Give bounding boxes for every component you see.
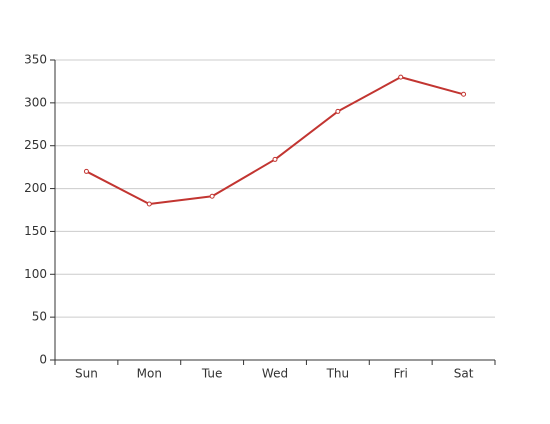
x-tick-label: Sat <box>454 367 474 381</box>
x-tick-label: Mon <box>137 367 162 381</box>
y-tick-label: 200 <box>24 181 47 195</box>
point <box>398 74 404 80</box>
y-tick-label: 300 <box>24 95 47 109</box>
y-tick-label: 50 <box>32 310 47 324</box>
y-tick-label: 100 <box>24 267 47 281</box>
x-tick-label: Sun <box>75 367 98 381</box>
x-tick-label: Wed <box>262 367 288 381</box>
point <box>272 156 278 162</box>
line <box>85 76 464 205</box>
x-tick-label: Thu <box>326 367 350 381</box>
y-tick-label: 350 <box>24 53 47 67</box>
x-tick-label: Fri <box>394 367 408 381</box>
y-tick-label: 0 <box>39 353 47 367</box>
point <box>461 91 467 97</box>
point <box>209 193 215 199</box>
x-tick-label: Tue <box>201 367 223 381</box>
y-tick-label: 150 <box>24 224 47 238</box>
point <box>335 108 341 114</box>
point <box>83 168 89 174</box>
y-tick-label: 250 <box>24 138 47 152</box>
point <box>146 201 152 207</box>
